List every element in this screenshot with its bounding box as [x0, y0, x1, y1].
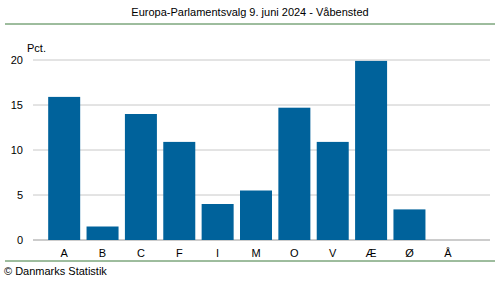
- bar: [355, 61, 387, 240]
- bar: [202, 204, 234, 240]
- x-tick-label: C: [137, 247, 145, 259]
- x-tick-label: F: [176, 247, 183, 259]
- grid-line: [33, 60, 490, 61]
- bars: [48, 61, 425, 240]
- bar: [317, 142, 349, 240]
- bar: [432, 240, 464, 241]
- footer: © Danmarks Statistik: [4, 265, 107, 277]
- y-tick-label: 15: [11, 99, 23, 111]
- x-tick-label: I: [216, 247, 219, 259]
- bar: [125, 114, 157, 240]
- y-label: Pct.: [27, 42, 46, 54]
- bottom-rule: [5, 261, 495, 262]
- x-tick-label: B: [99, 247, 106, 259]
- grid-line: [33, 150, 490, 151]
- chart: Europa-Parlamentsvalg 9. juni 2024 - Våb…: [0, 0, 500, 282]
- x-tick-label: M: [251, 247, 260, 259]
- y-tick-label: 5: [17, 189, 23, 201]
- grid-line: [33, 105, 490, 106]
- bar: [278, 108, 310, 240]
- x-tick-label: O: [290, 247, 299, 259]
- y-tick-label: 10: [11, 144, 23, 156]
- bar: [48, 97, 80, 240]
- x-tick-label: Æ: [366, 247, 377, 259]
- bar: [393, 209, 425, 240]
- y-tick-label: 0: [17, 234, 23, 246]
- x-tick-label: A: [61, 247, 69, 259]
- bar: [163, 142, 195, 240]
- x-tick-label: Å: [444, 247, 452, 259]
- y-tick-label: 20: [11, 54, 23, 66]
- x-tick-label: Ø: [405, 247, 414, 259]
- top-rule: [5, 24, 495, 25]
- bar: [240, 191, 272, 241]
- title: Europa-Parlamentsvalg 9. juni 2024 - Våb…: [131, 6, 368, 18]
- x-tick-label: V: [329, 247, 337, 259]
- bar: [87, 227, 119, 241]
